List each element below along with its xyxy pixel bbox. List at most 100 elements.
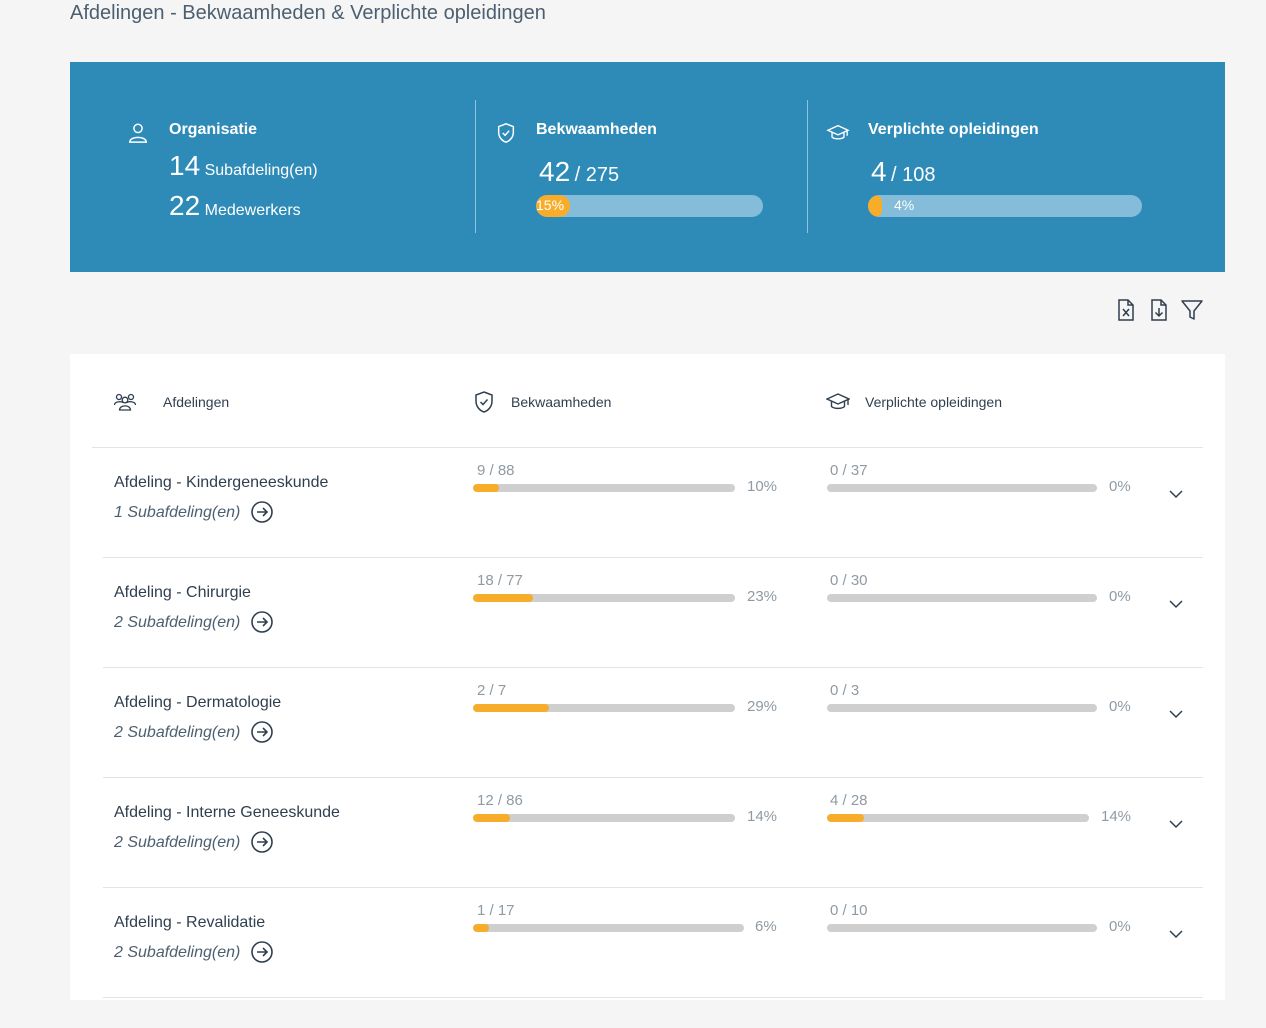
bekwaamheden-value: 42 — [539, 156, 571, 187]
opleidingen-percent: 0% — [1109, 698, 1131, 715]
file-download-icon[interactable] — [1147, 298, 1171, 322]
people-group-icon — [113, 393, 137, 411]
row-divider — [103, 777, 1203, 778]
header-afdelingen: Afdelingen — [163, 394, 230, 410]
chevron-down-icon[interactable] — [1168, 816, 1184, 832]
chevron-down-icon[interactable] — [1168, 926, 1184, 942]
bekwaamheden-progress-bar: 15% — [536, 195, 763, 217]
organisatie-title: Organisatie — [169, 121, 258, 138]
opleidingen-fraction: 0 / 30 — [830, 572, 868, 589]
opleidingen-fraction: 4 / 28 — [830, 792, 868, 809]
graduation-cap-icon — [826, 124, 850, 140]
afdeling-name[interactable]: Afdeling - Chirurgie — [114, 584, 251, 601]
subafdelingen-label: 1 Subafdeling(en) — [114, 504, 241, 521]
bekwaamheden-percent: 15% — [536, 197, 565, 213]
bekwaamheden-percent: 14% — [747, 808, 778, 825]
bekwaamheden-progress-bar — [473, 704, 735, 712]
opleidingen-progress-bar: 4% — [868, 195, 1142, 217]
opleidingen-progress-bar — [827, 484, 1097, 492]
table-row: Afdeling - Kindergeneeskunde 1 Subafdeli… — [70, 448, 1225, 558]
opleidingen-percent: 4% — [894, 197, 915, 213]
opleidingen-percent: 0% — [1109, 588, 1131, 605]
subafdelingen-label: 2 Subafdeling(en) — [114, 724, 241, 741]
arrow-right-circle-icon[interactable] — [250, 610, 274, 634]
arrow-right-circle-icon[interactable] — [250, 940, 274, 964]
shield-check-icon — [497, 123, 515, 143]
chevron-down-icon[interactable] — [1168, 486, 1184, 502]
table-row: Afdeling - Interne Geneeskunde 2 Subafde… — [70, 778, 1225, 888]
filter-icon[interactable] — [1180, 298, 1204, 322]
header-divider — [92, 447, 1203, 448]
bekwaamheden-title: Bekwaamheden — [536, 121, 657, 138]
subafdelingen-count: 14 — [169, 150, 201, 181]
afdeling-name[interactable]: Afdeling - Revalidatie — [114, 914, 266, 931]
page-title: Afdelingen - Bekwaamheden & Verplichte o… — [70, 2, 546, 24]
bekwaamheden-fraction: 12 / 86 — [477, 792, 523, 809]
table-row: Afdeling - Dermatologie 2 Subafdeling(en… — [70, 668, 1225, 778]
opleidingen-fraction: 0 / 3 — [830, 682, 860, 699]
opleidingen-progress-bar — [827, 704, 1097, 712]
bekwaamheden-progress-fill — [473, 704, 549, 712]
row-divider — [103, 557, 1203, 558]
opleidingen-total: / 108 — [891, 164, 936, 186]
person-icon — [129, 123, 147, 143]
bekwaamheden-fraction: 1 / 17 — [477, 902, 515, 919]
row-divider — [103, 887, 1203, 888]
opleidingen-percent: 0% — [1109, 478, 1131, 495]
afdeling-name[interactable]: Afdeling - Interne Geneeskunde — [114, 804, 340, 821]
bekwaamheden-percent: 23% — [747, 588, 778, 605]
bekwaamheden-progress-bar — [473, 484, 735, 492]
bekwaamheden-progress-fill — [473, 924, 490, 932]
opleidingen-fraction: 0 / 10 — [830, 902, 868, 919]
bekwaamheden-fraction: 2 / 7 — [477, 682, 507, 699]
opleidingen-progress-bar — [827, 594, 1097, 602]
bekwaamheden-percent: 29% — [747, 698, 778, 715]
bekwaamheden-fraction: 18 / 77 — [477, 572, 523, 589]
shield-check-icon — [475, 391, 493, 413]
bekwaamheden-progress-fill — [473, 814, 510, 822]
bekwaamheden-percent: 6% — [755, 918, 777, 935]
bekwaamheden-percent: 10% — [747, 478, 778, 495]
arrow-right-circle-icon[interactable] — [250, 830, 274, 854]
bekwaamheden-progress-bar — [473, 594, 735, 602]
opleidingen-fraction: 0 / 37 — [830, 462, 868, 479]
opleidingen-stat: 4 / 108 — [871, 156, 936, 188]
bekwaamheden-progress-fill — [536, 195, 571, 217]
opleidingen-progress-bar — [827, 814, 1089, 822]
arrow-right-circle-icon[interactable] — [250, 720, 274, 744]
subafdelingen-label: Subafdeling(en) — [204, 162, 318, 179]
bekwaamheden-fraction: 9 / 88 — [477, 462, 515, 479]
table-row: Afdeling - Revalidatie 2 Subafdeling(en)… — [70, 888, 1225, 998]
summary-divider — [475, 100, 476, 233]
opleidingen-progress-bar — [827, 924, 1097, 932]
opleidingen-progress-fill — [868, 195, 882, 217]
opleidingen-title: Verplichte opleidingen — [868, 121, 1039, 138]
row-divider — [103, 667, 1203, 668]
subafdelingen-stat: 14 Subafdeling(en) — [169, 150, 318, 182]
graduation-cap-icon — [826, 393, 850, 410]
opleidingen-percent: 14% — [1101, 808, 1132, 825]
bekwaamheden-progress-bar — [473, 814, 735, 822]
bekwaamheden-total: / 275 — [574, 164, 620, 186]
arrow-right-circle-icon[interactable] — [250, 500, 274, 524]
summary-banner: Organisatie 14 Subafdeling(en) 22 Medewe… — [70, 62, 1225, 272]
afdeling-name[interactable]: Afdeling - Kindergeneeskunde — [114, 474, 329, 491]
medewerkers-stat: 22 Medewerkers — [169, 190, 301, 222]
file-excel-icon[interactable] — [1114, 298, 1138, 322]
bekwaamheden-progress-fill — [473, 594, 534, 602]
opleidingen-percent: 0% — [1109, 918, 1131, 935]
afdeling-name[interactable]: Afdeling - Dermatologie — [114, 694, 282, 711]
chevron-down-icon[interactable] — [1168, 706, 1184, 722]
row-divider — [103, 997, 1203, 998]
subafdelingen-label: 2 Subafdeling(en) — [114, 834, 241, 851]
chevron-down-icon[interactable] — [1168, 596, 1184, 612]
bekwaamheden-stat: 42 / 275 — [539, 156, 619, 188]
bekwaamheden-progress-fill — [473, 484, 500, 492]
header-bekwaamheden: Bekwaamheden — [511, 394, 612, 410]
header-opleidingen: Verplichte opleidingen — [865, 394, 1002, 410]
subafdelingen-label: 2 Subafdeling(en) — [114, 944, 241, 961]
subafdelingen-label: 2 Subafdeling(en) — [114, 614, 241, 631]
medewerkers-label: Medewerkers — [204, 202, 301, 219]
afdelingen-table: Afdelingen Bekwaamheden Verplichte oplei… — [70, 354, 1225, 1000]
bekwaamheden-progress-bar — [473, 924, 744, 932]
